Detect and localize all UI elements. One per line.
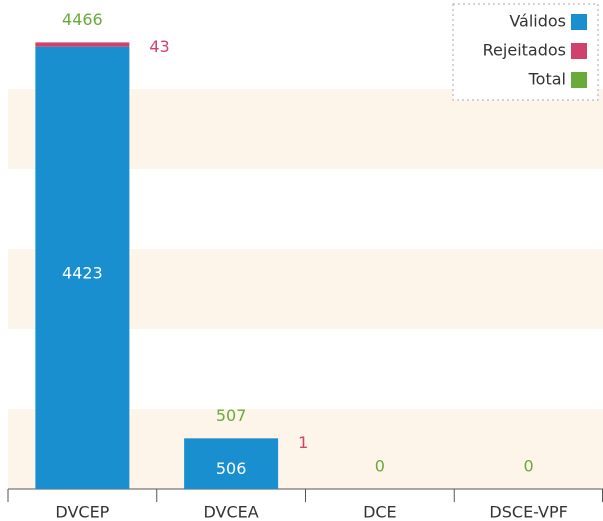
legend-label: Rejeitados	[483, 41, 566, 60]
data-label: 4466	[62, 10, 103, 29]
x-tick-label: DSCE-VPF	[489, 503, 567, 521]
data-label: 506	[216, 459, 247, 478]
legend-label: Válidos	[509, 12, 566, 31]
x-tick-label: DCE	[363, 503, 397, 521]
bar-segment	[35, 42, 130, 47]
data-label: 4423	[62, 263, 103, 282]
data-label: 1	[298, 433, 308, 452]
data-label: 0	[524, 457, 534, 476]
data-label: 43	[149, 37, 169, 56]
legend-swatch	[571, 72, 587, 88]
x-tick-label: DVCEP	[55, 503, 109, 521]
data-label: 507	[216, 406, 247, 425]
bar-segment	[35, 46, 130, 489]
legend-swatch	[571, 43, 587, 59]
legend-swatch	[571, 14, 587, 30]
data-label: 0	[375, 457, 385, 476]
legend-label: Total	[528, 70, 566, 89]
bar-segment	[184, 438, 279, 489]
x-tick-label: DVCEA	[204, 503, 259, 521]
